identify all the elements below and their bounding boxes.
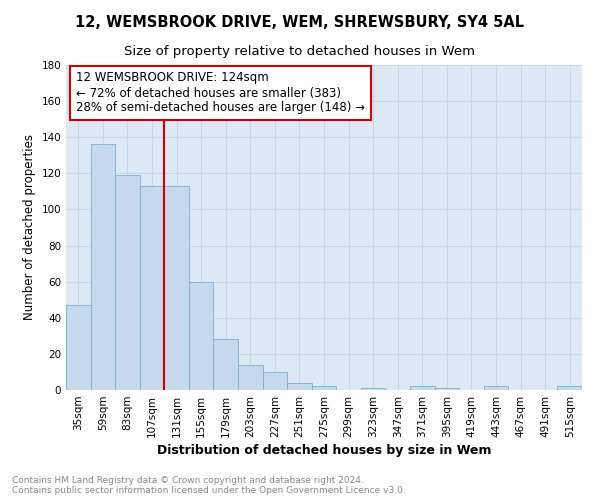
Bar <box>164 186 189 390</box>
Bar <box>434 388 459 390</box>
Bar <box>484 386 508 390</box>
Y-axis label: Number of detached properties: Number of detached properties <box>23 134 36 320</box>
Bar <box>214 340 238 390</box>
X-axis label: Distribution of detached houses by size in Wem: Distribution of detached houses by size … <box>157 444 491 457</box>
Bar <box>238 364 263 390</box>
Text: Contains HM Land Registry data © Crown copyright and database right 2024.
Contai: Contains HM Land Registry data © Crown c… <box>12 476 406 495</box>
Bar <box>66 305 91 390</box>
Text: 12, WEMSBROOK DRIVE, WEM, SHREWSBURY, SY4 5AL: 12, WEMSBROOK DRIVE, WEM, SHREWSBURY, SY… <box>76 15 524 30</box>
Bar <box>361 388 385 390</box>
Text: Size of property relative to detached houses in Wem: Size of property relative to detached ho… <box>125 45 476 58</box>
Bar <box>410 386 434 390</box>
Bar <box>287 383 312 390</box>
Bar <box>557 386 582 390</box>
Bar <box>115 175 140 390</box>
Bar <box>140 186 164 390</box>
Bar <box>189 282 214 390</box>
Bar <box>263 372 287 390</box>
Bar <box>312 386 336 390</box>
Text: 12 WEMSBROOK DRIVE: 124sqm
← 72% of detached houses are smaller (383)
28% of sem: 12 WEMSBROOK DRIVE: 124sqm ← 72% of deta… <box>76 72 365 114</box>
Bar <box>91 144 115 390</box>
